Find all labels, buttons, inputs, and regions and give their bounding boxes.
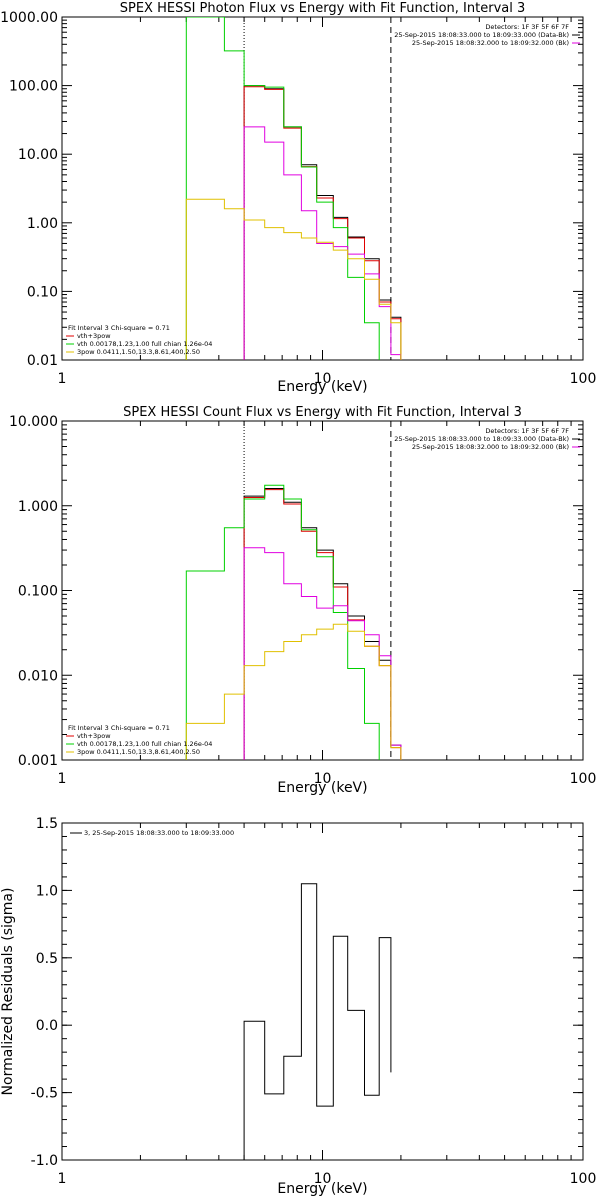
plot-frame (61, 16, 584, 361)
legend-entry: 3pow 0.0411,1.50,13.3,8.61,400,2.50 (77, 748, 200, 756)
series-line-3 (243, 126, 402, 360)
x-tick-label: 10 (314, 371, 332, 387)
x-axis-label: Energy (keV) (277, 379, 367, 395)
y-tick-label: 0.01 (27, 353, 58, 369)
series-group (243, 883, 392, 1160)
y-tick-label: 1.00 (27, 216, 58, 232)
legend-entry: Detectors: 1F 3F 5F 6F 7F (485, 23, 569, 31)
legend-entry: vth 0.00178,1.23,1.00 full chian 1.26e-0… (77, 740, 212, 748)
x-tick-label: 100 (570, 771, 597, 787)
legend-entry: 3, 25-Sep-2015 18:08:33.000 to 18:09:33.… (84, 829, 234, 837)
legend-entry: 25-Sep-2015 18:08:32.000 to 18:09:32.000… (412, 39, 569, 47)
series-line-1 (243, 86, 402, 360)
legend-entry: vth+3pow (77, 332, 111, 340)
series-line-4 (185, 198, 402, 360)
legend-entry: Fit Interval 3 Chi-square = 0.71 (68, 324, 170, 332)
legend-entry: 25-Sep-2015 18:08:33.000 to 18:09:33.000… (394, 31, 569, 39)
x-tick-label: 1 (58, 371, 67, 387)
y-tick-label: 0.5 (36, 951, 58, 967)
x-tick-label: 100 (570, 371, 597, 387)
series-line-2 (185, 484, 380, 760)
x-tick-label: 1 (58, 771, 67, 787)
series-line-0 (243, 488, 402, 760)
legend-entry: 3pow 0.0411,1.50,13.3,8.61,400,2.50 (77, 348, 200, 356)
x-tick-label: 1 (58, 1171, 67, 1187)
y-tick-label: -1.0 (31, 1153, 58, 1169)
plot-frame (61, 822, 584, 1161)
series-line-4 (185, 623, 402, 760)
legend-entry: vth 0.00178,1.23,1.00 full chian 1.26e-0… (77, 340, 212, 348)
x-axis-label: Energy (keV) (277, 1181, 367, 1197)
y-tick-label: -0.5 (31, 1086, 58, 1102)
legend-entry: 25-Sep-2015 18:08:33.000 to 18:09:33.000… (394, 435, 569, 443)
y-axis-label: Normalized Residuals (sigma) (0, 888, 16, 1096)
y-tick-label: 0.10 (27, 284, 58, 300)
series-line-2 (185, 17, 380, 360)
count-flux-panel: SPEX HESSI Count Flux vs Energy with Fit… (9, 405, 596, 796)
y-tick-label: 10.00 (18, 147, 58, 163)
y-tick-label: 0.001 (18, 753, 58, 769)
y-tick-label: 10.000 (9, 414, 58, 430)
residuals-panel: 1 10 100 Energy (keV) -1.0 -0.5 0.0 0.5 1.0 1.5 No… (0, 816, 596, 1197)
y-tick-label: 1.000 (18, 499, 58, 515)
y-tick-label: 0.0 (36, 1018, 58, 1034)
plot-frame (61, 420, 584, 761)
series-line-0 (243, 85, 402, 360)
legend-entry: Fit Interval 3 Chi-square = 0.71 (68, 724, 170, 732)
x-tick-label: 10 (314, 771, 332, 787)
y-tick-label: 0.100 (18, 584, 58, 600)
x-tick-label: 10 (314, 1171, 332, 1187)
photon-flux-panel: SPEX HESSI Photon Flux vs Energy with Fi… (0, 1, 596, 395)
chart-title: SPEX HESSI Count Flux vs Energy with Fit… (123, 405, 522, 420)
y-tick-label: 0.010 (18, 668, 58, 684)
series-group (185, 17, 402, 360)
series-group (185, 484, 402, 760)
x-axis-label: Energy (keV) (277, 780, 367, 796)
series-line-0 (243, 883, 392, 1160)
y-tick-label: 1.5 (36, 816, 58, 832)
x-tick-label: 100 (570, 1171, 597, 1187)
y-tick-label: 1.0 (36, 883, 58, 899)
legend-entry: Detectors: 1F 3F 5F 6F 7F (485, 427, 569, 435)
y-tick-label: 100.00 (9, 79, 58, 95)
y-tick-label: 1000.00 (0, 10, 58, 26)
legend-entry: 25-Sep-2015 18:08:32.000 to 18:09:32.000… (412, 443, 569, 451)
series-line-3 (243, 547, 402, 760)
legend-entry: vth+3pow (77, 732, 111, 740)
chart-title: SPEX HESSI Photon Flux vs Energy with Fi… (120, 1, 526, 16)
